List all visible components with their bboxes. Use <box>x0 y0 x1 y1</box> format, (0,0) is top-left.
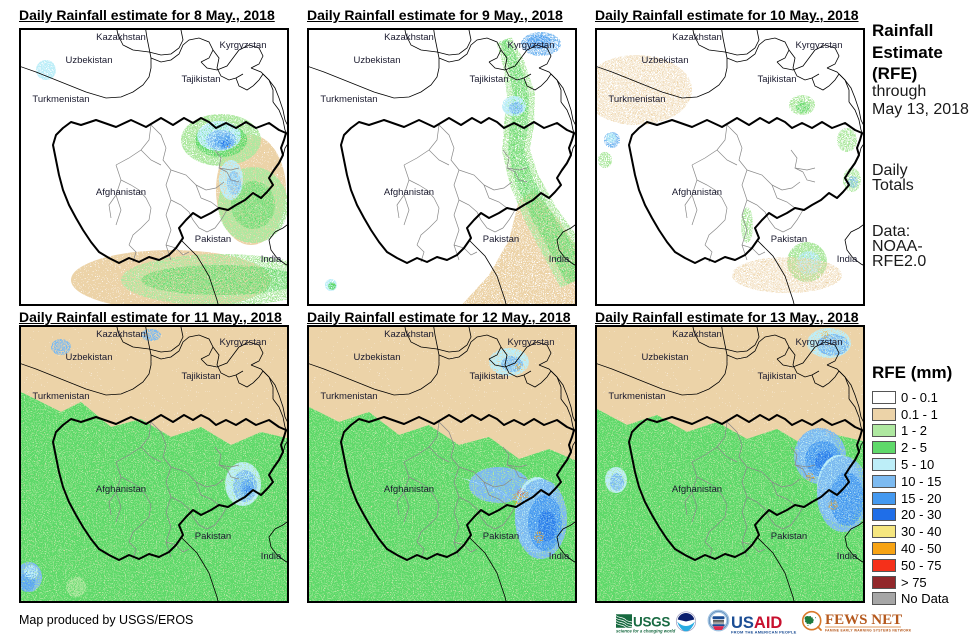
svg-text:USGS: USGS <box>633 615 670 630</box>
svg-text:FROM THE AMERICAN PEOPLE: FROM THE AMERICAN PEOPLE <box>731 629 797 634</box>
svg-text:FEWS NET: FEWS NET <box>825 612 902 628</box>
svg-text:science for a changing world: science for a changing world <box>616 629 676 634</box>
svg-text:FAMINE EARLY WARNING SYSTEMS N: FAMINE EARLY WARNING SYSTEMS NETWORK <box>825 629 912 633</box>
